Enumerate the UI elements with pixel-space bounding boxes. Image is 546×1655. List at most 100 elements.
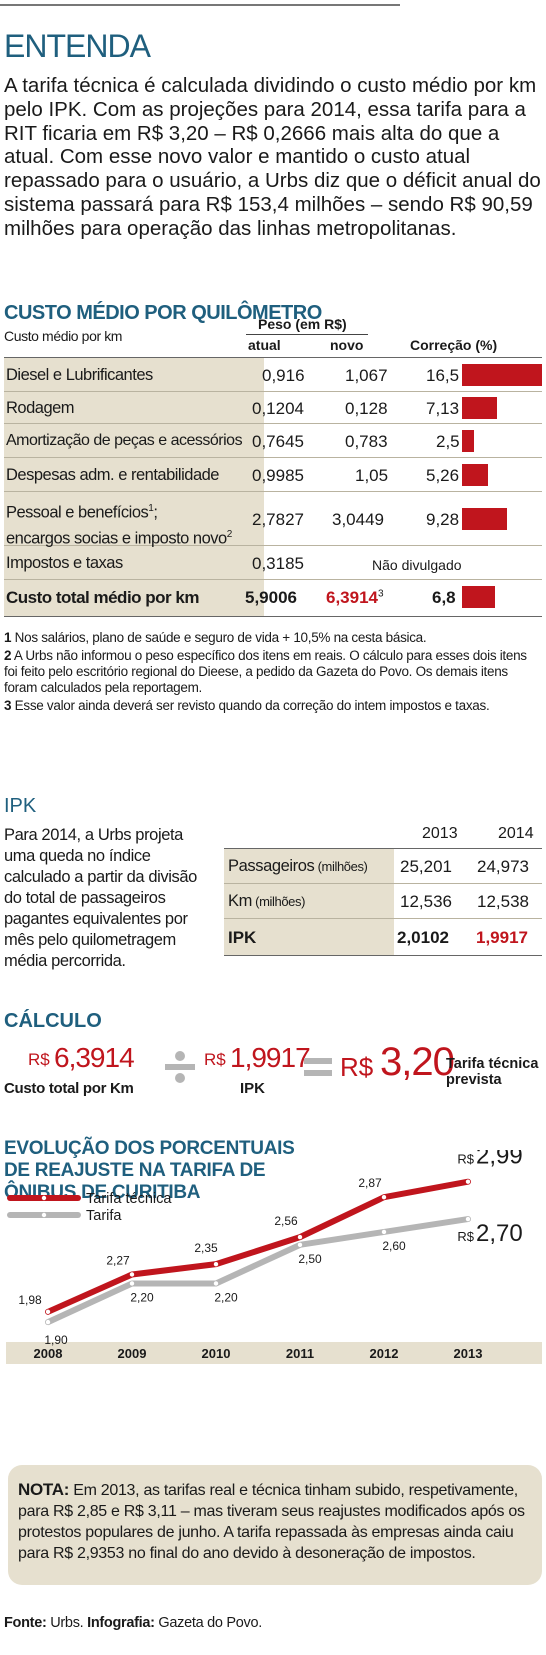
novo-value: 1,067 xyxy=(345,366,388,385)
ipk-label-text: Km xyxy=(228,892,252,910)
fonte-text: Urbs. xyxy=(46,1615,88,1631)
footnote-text: A Urbs não informou o peso específico do… xyxy=(4,648,527,695)
fonte-label: Fonte: xyxy=(4,1615,47,1631)
row-bg xyxy=(4,424,264,458)
fonte: Fonte: Urbs. Infografia: Gazeta do Povo. xyxy=(4,1615,262,1631)
calc-ipk-label: IPK xyxy=(240,1080,266,1097)
data-label: 2,60 xyxy=(382,1239,406,1253)
divide-icon xyxy=(165,1051,195,1083)
ipk-value-2013: 2,0102 xyxy=(397,928,449,947)
footnote-text: Nos salários, plano de saúde e seguro de… xyxy=(11,630,427,645)
atual-value: 0,9985 xyxy=(252,466,304,485)
ipk-divider xyxy=(224,918,542,919)
atual-value: 0,3185 xyxy=(252,554,304,573)
atual-value: 0,1204 xyxy=(252,399,304,418)
ipk-row-label: Km (milhões) xyxy=(228,892,305,911)
ipk-year-2014: 2014 xyxy=(498,825,534,842)
novo-header: novo xyxy=(330,337,364,353)
row-divider xyxy=(4,545,542,546)
row-label: Pessoal e benefícios1; encargos socias e… xyxy=(6,498,232,549)
row-bg xyxy=(4,546,264,580)
data-point xyxy=(45,1319,51,1325)
footnote-ref: 1 xyxy=(148,503,154,514)
row-label: Amortização de peças e acessórios xyxy=(6,432,243,449)
atual-value: 0,916 xyxy=(262,366,305,385)
entenda-title: ENTENDA xyxy=(4,28,151,64)
footnote-1: 1 Nos salários, plano de saúde e seguro … xyxy=(4,630,542,646)
calc-result-label-2: prevista xyxy=(446,1072,502,1088)
ipk-value-2014: 1,9917 xyxy=(476,928,528,947)
data-point xyxy=(213,1261,219,1267)
end-label-prefix: R$ xyxy=(457,1229,474,1244)
novo-value: 0,128 xyxy=(345,399,388,418)
row-label-line1: Pessoal e benefícios xyxy=(6,503,149,522)
row-divider xyxy=(4,616,542,617)
data-label: 2,27 xyxy=(106,1253,130,1267)
data-point xyxy=(45,1309,51,1315)
row-bg xyxy=(4,392,264,424)
correction-bar xyxy=(462,508,507,530)
data-point xyxy=(381,1194,387,1200)
total-label: Custo total médio por km xyxy=(6,588,199,607)
row-label: Despesas adm. e rentabilidade xyxy=(6,466,219,484)
infografia-label: Infografia: xyxy=(87,1615,155,1631)
row-divider xyxy=(4,391,542,392)
correction-bar xyxy=(462,364,542,386)
ipk-label-unit: (milhões) xyxy=(251,894,306,909)
evolucao-title-line1: EVOLUÇÃO DOS PORCENTUAIS xyxy=(4,1138,295,1159)
row-bg xyxy=(4,580,264,616)
row-divider xyxy=(4,357,542,358)
x-tick-label: 2011 xyxy=(286,1346,314,1361)
calc-result-prefix: R$ xyxy=(340,1052,374,1082)
top-rule xyxy=(0,4,400,6)
footnote-num: 2 xyxy=(4,648,12,663)
data-point xyxy=(297,1234,303,1240)
row-label-punct: ; xyxy=(153,503,158,522)
row-divider xyxy=(4,491,542,492)
equals-icon xyxy=(304,1058,332,1076)
row-label: Diesel e Lubrificantes xyxy=(6,366,153,384)
data-label: 2,20 xyxy=(130,1290,154,1304)
calc-result-label-1: Tarifa técnica xyxy=(446,1056,539,1072)
calc-result-label: Tarifa técnica prevista xyxy=(446,1056,538,1088)
ipk-row-bg xyxy=(224,849,394,883)
end-label-value: 2,70 xyxy=(476,1220,523,1247)
data-label: 2,20 xyxy=(214,1290,238,1304)
footnote-num: 3 xyxy=(4,698,12,713)
ipk-label-unit: (milhões) xyxy=(314,859,368,874)
data-point xyxy=(297,1242,303,1248)
x-tick-label: 2013 xyxy=(454,1346,483,1361)
footnote-text: Esse valor ainda deverá ser revisto quan… xyxy=(11,698,490,713)
nao-divulgado: Não divulgado xyxy=(372,557,462,573)
atual-value: 0,7645 xyxy=(252,432,304,451)
data-label: 2,50 xyxy=(298,1252,322,1266)
atual-value: 2,7827 xyxy=(252,510,304,529)
ipk-row-bg xyxy=(224,884,394,918)
corr-value: 2,5 xyxy=(436,432,460,451)
calc-ipk-value: 1,9917 xyxy=(230,1042,311,1073)
total-corr: 6,8 xyxy=(432,588,456,607)
ipk-divider xyxy=(224,955,542,956)
entenda-text: A tarifa técnica é calculada dividindo o… xyxy=(4,74,541,240)
end-label-prefix: R$ xyxy=(457,1152,474,1167)
row-label: Impostos e taxas xyxy=(6,554,123,572)
calculo-title: CÁLCULO xyxy=(4,1010,102,1032)
row-bg xyxy=(4,492,264,546)
custo-title: CUSTO MÉDIO POR QUILÔMETRO xyxy=(4,302,322,324)
series-line xyxy=(45,1178,471,1315)
data-point xyxy=(465,1216,471,1222)
corr-value: 9,28 xyxy=(426,510,460,529)
total-novo: 6,39143 xyxy=(326,588,384,608)
x-tick-label: 2008 xyxy=(34,1346,63,1361)
ipk-value-2014: 24,973 xyxy=(477,857,529,876)
row-bg xyxy=(4,358,264,392)
legend-dot xyxy=(41,1195,47,1201)
peso-header: Peso (em R$) xyxy=(258,316,347,332)
data-point xyxy=(381,1229,387,1235)
nota-text: Em 2013, as tarifas real e técnica tinha… xyxy=(18,1482,525,1562)
correction-bar xyxy=(462,397,497,419)
row-divider xyxy=(4,457,542,458)
row-label: Rodagem xyxy=(6,399,75,417)
series-line xyxy=(45,1216,471,1326)
footnote-ref: 2 xyxy=(226,528,233,540)
